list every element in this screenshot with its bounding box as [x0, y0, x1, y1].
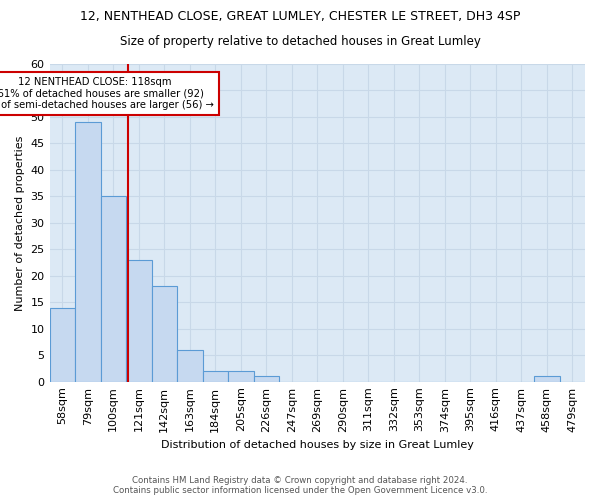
- Y-axis label: Number of detached properties: Number of detached properties: [15, 135, 25, 310]
- Text: Contains HM Land Registry data © Crown copyright and database right 2024.
Contai: Contains HM Land Registry data © Crown c…: [113, 476, 487, 495]
- Bar: [534, 376, 560, 382]
- X-axis label: Distribution of detached houses by size in Great Lumley: Distribution of detached houses by size …: [161, 440, 474, 450]
- Bar: [50, 308, 75, 382]
- Bar: [177, 350, 203, 382]
- Text: 12, NENTHEAD CLOSE, GREAT LUMLEY, CHESTER LE STREET, DH3 4SP: 12, NENTHEAD CLOSE, GREAT LUMLEY, CHESTE…: [80, 10, 520, 23]
- Bar: [75, 122, 101, 382]
- Text: Size of property relative to detached houses in Great Lumley: Size of property relative to detached ho…: [119, 35, 481, 48]
- Text: 12 NENTHEAD CLOSE: 118sqm
← 61% of detached houses are smaller (92)
37% of semi-: 12 NENTHEAD CLOSE: 118sqm ← 61% of detac…: [0, 77, 214, 110]
- Bar: [152, 286, 177, 382]
- Bar: [203, 371, 228, 382]
- Bar: [101, 196, 126, 382]
- Bar: [126, 260, 152, 382]
- Bar: [228, 371, 254, 382]
- Bar: [254, 376, 279, 382]
